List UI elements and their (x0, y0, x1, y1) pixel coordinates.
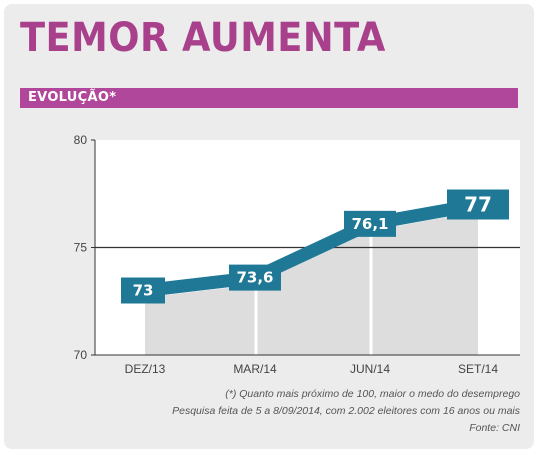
data-label-2: 73,6 (236, 269, 273, 287)
chart-subtitle: EVOLUÇÃO* (28, 90, 117, 105)
data-point-3 (344, 210, 396, 237)
x-tick-label-4: SET/14 (458, 362, 498, 376)
data-point-2 (229, 264, 281, 291)
x-tick-label-2: MAR/14 (233, 362, 277, 376)
source-note: Fonte: CNI (469, 422, 520, 434)
x-tick-label-1: DEZ/13 (125, 362, 166, 376)
survey-note: Pesquisa feita de 5 a 8/09/2014, com 2.0… (172, 405, 520, 417)
area-segment-2 (255, 230, 370, 355)
chart-title: TEMOR AUMENTA (20, 15, 386, 61)
x-tick-label-3: JUN/14 (350, 362, 390, 376)
footnote: (*) Quanto mais próximo de 100, maior o … (225, 388, 520, 400)
series-line (144, 198, 480, 297)
chart-notes: (*) Quanto mais próximo de 100, maior o … (172, 386, 520, 437)
data-label-1: 73 (133, 282, 154, 300)
subtitle-band: EVOLUÇÃO* (20, 88, 518, 108)
data-label-4: 77 (464, 193, 492, 217)
y-tick-label-75: 75 (74, 241, 88, 255)
area-segment-1 (145, 284, 255, 355)
data-point-1 (121, 277, 165, 304)
data-point-4 (447, 189, 509, 220)
data-label-3: 76,1 (351, 215, 388, 233)
y-tick-label-80: 80 (74, 133, 88, 147)
y-tick-label-70: 70 (74, 348, 88, 362)
